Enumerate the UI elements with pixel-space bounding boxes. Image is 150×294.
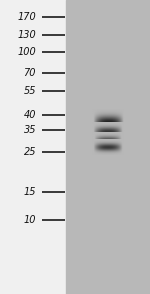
Text: 10: 10 [24, 215, 36, 225]
Text: 40: 40 [24, 110, 36, 120]
Text: 130: 130 [17, 30, 36, 40]
Text: 70: 70 [24, 68, 36, 78]
Text: 25: 25 [24, 147, 36, 157]
Text: 15: 15 [24, 187, 36, 197]
Bar [66, 0, 150, 294]
Text: 170: 170 [17, 12, 36, 22]
Text: 55: 55 [24, 86, 36, 96]
Text: 35: 35 [24, 125, 36, 135]
Bar [0, 0, 66, 294]
Text: 100: 100 [17, 47, 36, 57]
